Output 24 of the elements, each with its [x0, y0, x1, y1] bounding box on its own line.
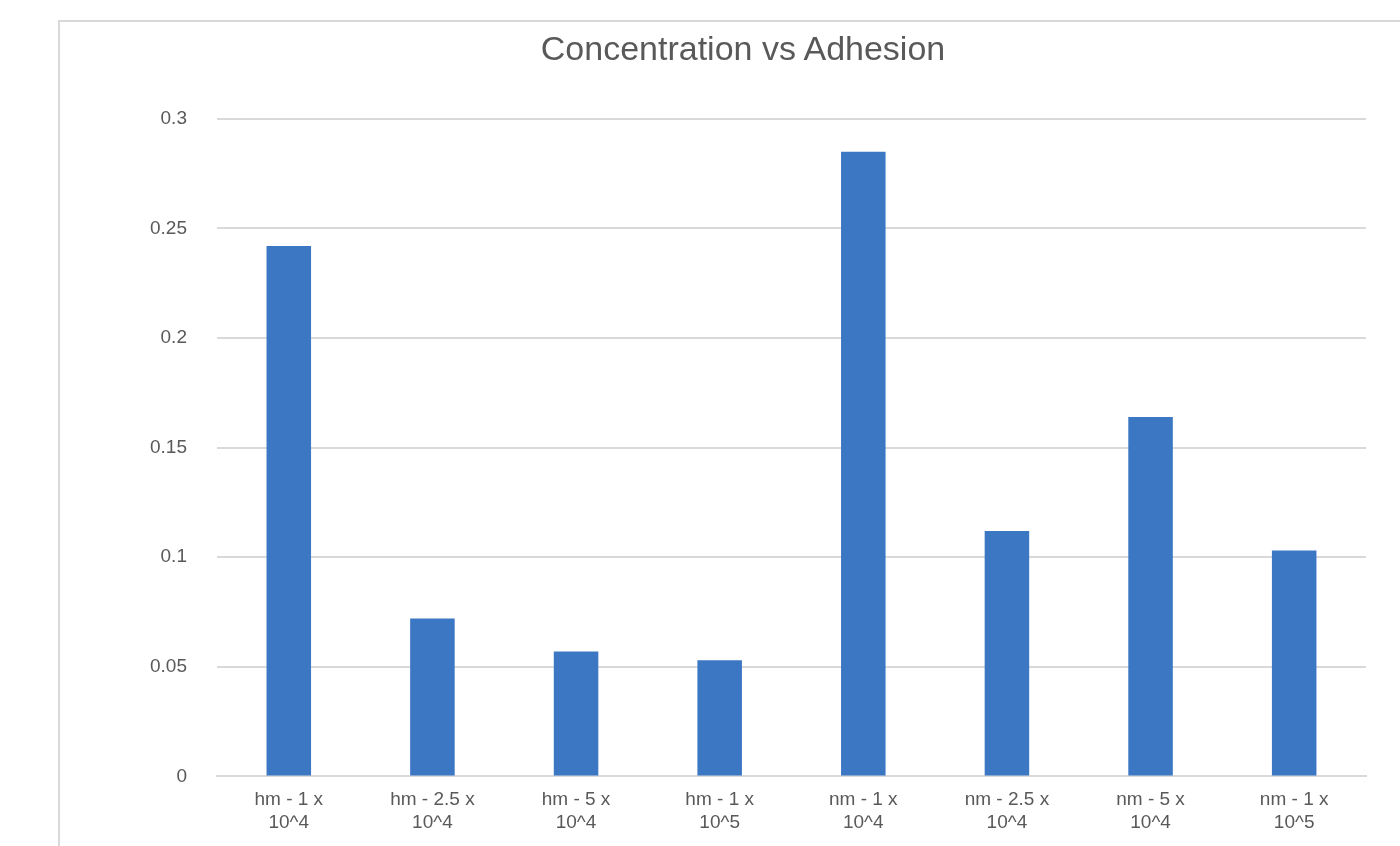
bar — [553, 651, 599, 776]
y-tick-label: 0.05 — [150, 655, 187, 677]
x-tick-label: nm - 1 x 10^4 — [828, 788, 899, 832]
x-tick-label: nm - 5 x 10^4 — [1116, 788, 1186, 832]
x-tick-label: hm - 1 x 10^5 — [685, 788, 755, 832]
chart-title: Concentration vs Adhesion — [540, 28, 946, 67]
x-tick-label: hm - 1 x 10^4 — [254, 788, 324, 832]
y-tick-label: 0.1 — [160, 545, 187, 567]
y-tick-label: 0.25 — [150, 216, 187, 238]
y-tick-label: 0 — [176, 764, 187, 786]
x-tick-label: hm - 5 x 10^4 — [541, 788, 611, 832]
bar — [410, 618, 455, 776]
bar — [697, 660, 742, 776]
y-tick-label: 0.2 — [160, 326, 187, 348]
bar — [841, 151, 886, 776]
y-tick-label: 0.3 — [160, 107, 187, 129]
x-tick-label: nm - 2.5 x 10^4 — [964, 788, 1050, 832]
bar — [1128, 416, 1173, 776]
bar — [266, 245, 312, 776]
x-tick-label: hm - 2.5 x 10^4 — [390, 788, 476, 832]
bar — [984, 530, 1030, 776]
x-tick-label: nm - 1 x 10^5 — [1259, 788, 1329, 832]
y-tick-label: 0.15 — [150, 435, 187, 457]
bar — [1271, 550, 1317, 776]
